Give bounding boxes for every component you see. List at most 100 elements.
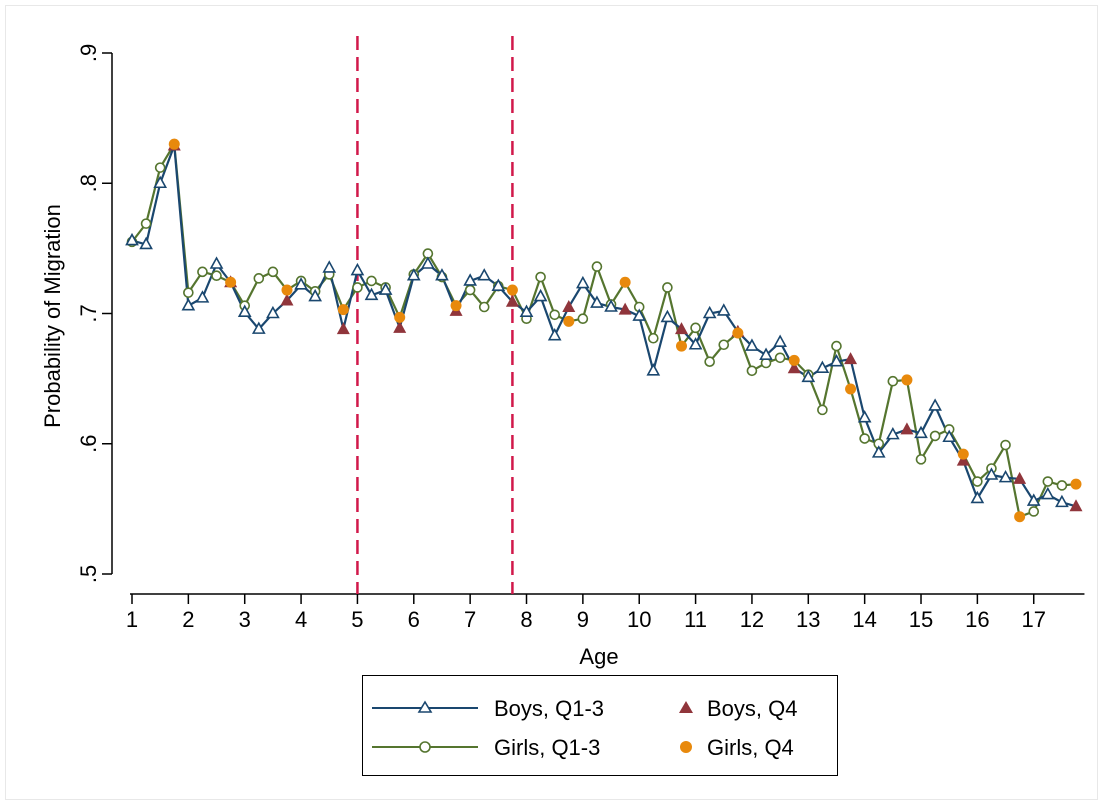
- boys-q1-3-point: [435, 268, 449, 281]
- girls-q1-3-point: [154, 162, 166, 173]
- boys-q1-3-point: [477, 268, 492, 281]
- boys-q1-3-point: [209, 256, 224, 269]
- girls-q4-point: [1070, 478, 1082, 490]
- x-tick-label: 6: [408, 607, 420, 632]
- girls-q4-point: [732, 327, 744, 339]
- legend-label-girls-q1-3: Girls, Q1-3: [494, 735, 600, 760]
- boys-q1-3-point: [463, 273, 478, 286]
- y-tick-label: .7: [76, 304, 101, 322]
- boys-q1-3-point: [702, 305, 717, 319]
- boys-q1-3-point: [266, 305, 280, 319]
- girls-q1-3-point: [662, 282, 673, 293]
- boys-q4-point: [1069, 499, 1083, 512]
- boys-q1-3-point: [632, 308, 647, 321]
- axes: .5.6.7.8.91 2 3 4 5 6 7 8 9 10 11 12 13 14 15 16 17: [76, 44, 1085, 632]
- boys-q4-point: [562, 299, 576, 312]
- x-tick-label: 1: [126, 607, 138, 632]
- boys-q1-3-point: [378, 282, 393, 295]
- girls-q4-point: [788, 354, 800, 366]
- boys-q1-3-point: [660, 309, 675, 323]
- boys-q1-3-point: [942, 429, 957, 443]
- girls-q4-point: [281, 284, 293, 296]
- y-tick-label: .9: [76, 44, 101, 62]
- boys-q1-3-point: [801, 369, 816, 383]
- boys-q1-3-point: [1055, 494, 1069, 508]
- girls-q1-3-point: [718, 339, 730, 351]
- boys-q4-point: [900, 422, 914, 435]
- boys-q1-3-point: [688, 337, 703, 350]
- girls-q1-3-point: [746, 365, 758, 377]
- boys-q1-3-point: [604, 299, 618, 312]
- boys-q1-3-point: [998, 469, 1013, 483]
- boys-q1-3-point: [195, 290, 210, 303]
- girls-q4-point: [1014, 511, 1026, 523]
- boys-q1-3-point: [829, 354, 844, 367]
- legend: Boys, Q1-3 Boys, Q4 Girls, Q1-3 Girls, Q…: [362, 675, 838, 776]
- x-tick-label: 17: [1021, 607, 1045, 632]
- x-tick-label: 7: [464, 607, 476, 632]
- boys-q1-3-point: [885, 426, 900, 440]
- x-tick-label: 5: [351, 607, 363, 632]
- x-tick-label: 16: [965, 607, 989, 632]
- boys-q4-point: [280, 293, 294, 306]
- girls-q1-3-point: [211, 270, 222, 282]
- x-tick-label: 13: [796, 607, 820, 632]
- legend-label-girls-q4: Girls, Q4: [707, 735, 794, 760]
- boys-q1-3-point: [716, 303, 731, 316]
- boys-q1-3-point: [153, 175, 168, 189]
- boys-q1-3-point: [745, 338, 759, 351]
- x-tick-label: 3: [239, 607, 251, 632]
- girls-q4-point: [394, 311, 406, 323]
- girls-q1-3-point: [535, 271, 546, 283]
- girls-q1-3-point: [929, 430, 941, 442]
- boys-q1-3-point: [125, 232, 139, 246]
- boys-q1-3-point: [1026, 493, 1041, 506]
- plot-area: [125, 138, 1083, 523]
- girls-q1-3-point: [648, 332, 659, 344]
- boys-q1-3-point: [491, 278, 506, 291]
- x-tick-label: 8: [520, 607, 532, 632]
- girls-q4-point: [506, 284, 518, 296]
- legend-box: [362, 675, 838, 776]
- boys-q1-3-point: [181, 298, 196, 311]
- girls-q1-3-point: [887, 375, 899, 387]
- boys-q1-3-point: [590, 295, 604, 308]
- boys-q4-point: [844, 352, 858, 365]
- girls-q1-3-point: [197, 266, 208, 278]
- outer-border: [5, 5, 1098, 800]
- boys-q1-3-point: [421, 256, 435, 269]
- boys-q1-3-point: [970, 490, 985, 504]
- legend-entry-girls-q4: Girls, Q4: [680, 735, 794, 760]
- legend-label-boys-q4: Boys, Q4: [707, 696, 797, 721]
- boys-q1-3-point: [350, 262, 365, 276]
- boys-q1-3-point: [406, 268, 421, 281]
- legend-marker-girls-q4: [680, 741, 692, 753]
- boys-q1-3-point: [576, 275, 590, 289]
- girls-q1-3-point: [704, 356, 715, 367]
- boys-q1-3-point: [984, 467, 999, 480]
- boys-q1-3-point: [237, 304, 252, 317]
- boys-q1-3-point: [871, 445, 886, 458]
- girls-q1-3-point: [366, 275, 377, 287]
- legend-label-boys-q1-3: Boys, Q1-3: [494, 696, 604, 721]
- legend-entry-girls-q1-3: Girls, Q1-3: [372, 735, 600, 760]
- x-axis-title: Age: [579, 644, 618, 669]
- boys-q1-3-point: [646, 363, 661, 376]
- y-tick-label: .5: [76, 565, 101, 583]
- boys-q1-3-point: [914, 425, 928, 439]
- boys-q1-3-point: [773, 334, 787, 347]
- girls-q4-point: [957, 448, 969, 460]
- boys-q1-3-point: [322, 260, 337, 273]
- girls-q4-point: [168, 138, 180, 150]
- x-tick-label: 11: [684, 607, 707, 632]
- legend-entry-boys-q4: Boys, Q4: [679, 696, 797, 721]
- girls-q1-3-point: [690, 322, 701, 334]
- girls-q1-3-point: [817, 404, 828, 416]
- boys-q4-point: [956, 453, 970, 466]
- girls-q1-3-point: [591, 261, 603, 272]
- legend-marker-boys-q4: [679, 701, 693, 713]
- x-tick-label: 10: [627, 607, 651, 632]
- girls-q4-point: [675, 340, 687, 352]
- girls-q4-point: [225, 276, 237, 288]
